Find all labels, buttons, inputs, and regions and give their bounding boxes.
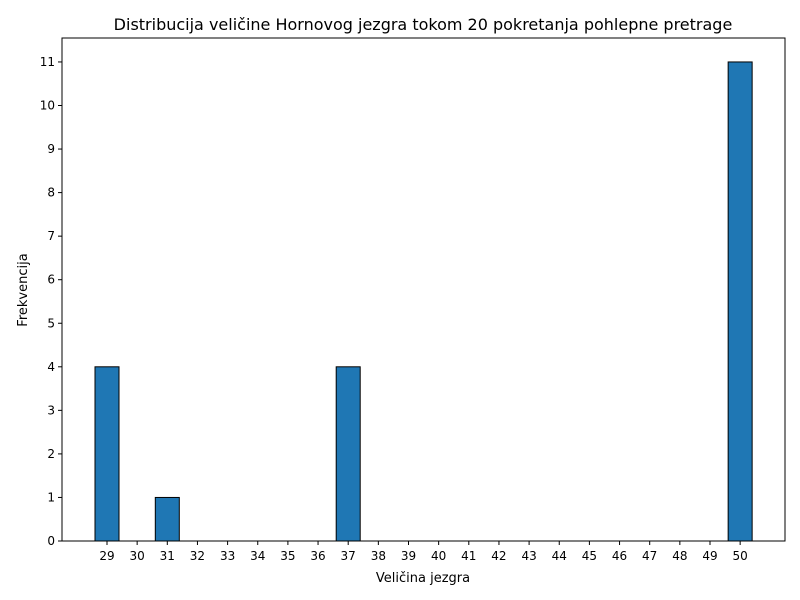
- x-tick-label: 41: [461, 549, 476, 563]
- x-tick-label: 42: [491, 549, 506, 563]
- x-tick-label: 32: [190, 549, 205, 563]
- x-tick-label: 29: [99, 549, 114, 563]
- x-tick-label: 38: [371, 549, 386, 563]
- x-tick-label: 47: [642, 549, 657, 563]
- x-tick-label: 50: [733, 549, 748, 563]
- y-tick-label: 2: [47, 447, 55, 461]
- y-tick-label: 5: [47, 316, 55, 330]
- y-tick-label: 1: [47, 490, 55, 504]
- y-tick-label: 10: [40, 99, 55, 113]
- y-axis-label: Frekvencija: [16, 253, 31, 326]
- bar-31: [154, 496, 180, 542]
- y-tick-label: 7: [47, 229, 55, 243]
- x-tick-label: 49: [702, 549, 717, 563]
- plot-area: 29 30 31 32 33 34 35 36 37 38 39 40 41 42 43 44 45 46 47 48…: [40, 55, 753, 563]
- x-tick-label: 43: [521, 549, 536, 563]
- bar-37: [335, 366, 361, 542]
- x-tick-label: 48: [672, 549, 687, 563]
- x-tick-label: 30: [130, 549, 145, 563]
- y-tick-label: 4: [47, 360, 55, 374]
- x-tick-label: 34: [250, 549, 265, 563]
- x-axis-label: Veličina jezgra: [376, 571, 470, 586]
- x-tick-label: 36: [310, 549, 325, 563]
- x-tick-label: 44: [552, 549, 567, 563]
- y-tick-label: 6: [47, 273, 55, 287]
- x-tick-label: 33: [220, 549, 235, 563]
- y-tick-label: 9: [47, 142, 55, 156]
- bar-29: [94, 366, 120, 542]
- x-tick-label: 35: [280, 549, 295, 563]
- x-tick-label: 31: [160, 549, 175, 563]
- x-tick-label: 39: [401, 549, 416, 563]
- x-tick-label: 46: [612, 549, 627, 563]
- x-tick-label: 37: [341, 549, 356, 563]
- y-tick-label: 11: [40, 55, 55, 69]
- y-tick-label: 0: [47, 534, 55, 548]
- y-tick-label: 3: [47, 403, 55, 417]
- plot-frame: [61, 37, 786, 542]
- bar-50: [727, 61, 753, 542]
- y-tick-label: 8: [47, 186, 55, 200]
- x-tick-label: 45: [582, 549, 597, 563]
- x-tick-label: 40: [431, 549, 446, 563]
- chart-title: Distribucija veličine Hornovog jezgra to…: [114, 15, 733, 34]
